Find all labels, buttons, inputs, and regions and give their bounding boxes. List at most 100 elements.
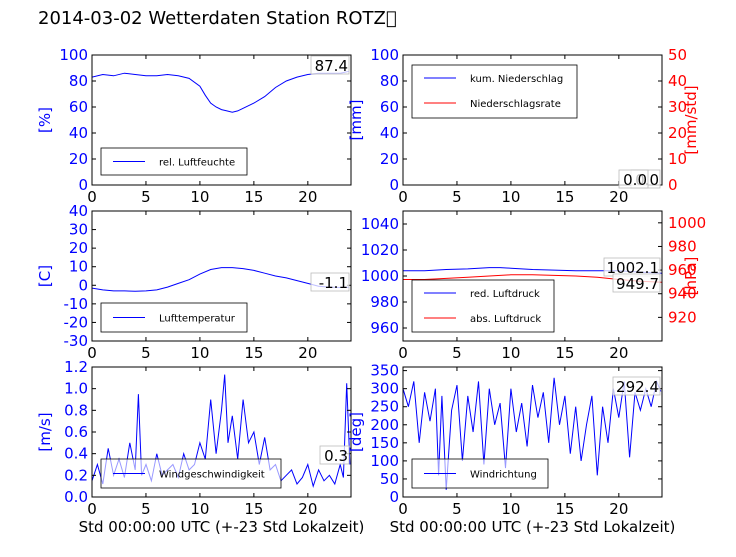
y-tick-label: 0.4	[64, 445, 88, 463]
plot-frame	[91, 210, 352, 342]
x-tick-label: 20	[609, 188, 628, 206]
chart-precip: 0 5 10 15 20 0 20 40 60 80 100 0 10 20 30 40 50 [mm] [mm/s…	[347, 46, 700, 206]
y-tick-label: -10	[64, 295, 89, 313]
y-tick-label: 200	[370, 416, 399, 434]
y-tick-label: 1020	[361, 241, 399, 259]
legend-label: abs. Luftdruck	[470, 314, 541, 325]
y-tick-label: -30	[64, 332, 89, 350]
x-tick-label: 0	[398, 344, 408, 362]
plot-frame	[402, 54, 663, 186]
series-line-Windrichtung	[403, 377, 662, 490]
y-tick-label: 40	[69, 124, 88, 142]
x-tick-label: 5	[141, 500, 151, 518]
y-tick-label: 40	[69, 202, 88, 220]
x-tick-label: 15	[244, 500, 263, 518]
series-line-Windgeschwindigkeit	[92, 374, 351, 488]
x-axis-label: Std 00:00:00 UTC (+-23 Std Lokalzeit)	[79, 518, 365, 536]
legend-label: Windgeschwindigkeit	[159, 470, 265, 481]
y-tick-label: 50	[380, 470, 399, 488]
page-title: 2014-03-02 Wetterdaten Station ROTZ 	[38, 8, 397, 29]
x-tick-label: 20	[298, 500, 317, 518]
y-tick-label: 20	[380, 150, 399, 168]
y-tick-label-right: 10	[668, 150, 687, 168]
value-label-box	[310, 55, 350, 75]
x-tick-label: 10	[190, 188, 209, 206]
y-tick-label: 300	[370, 380, 399, 398]
x-tick-label: 5	[452, 500, 462, 518]
x-tick-label: 5	[452, 188, 462, 206]
y-tick-label-right: 1000	[668, 214, 706, 232]
y-tick-label: 0	[389, 488, 399, 506]
value-label: 949.7	[616, 275, 659, 293]
chart-temperature: 0 5 10 15 20-30-20-10010203040[C]Lufttempera…	[36, 202, 352, 362]
y-tick-label: 0.0	[64, 488, 88, 506]
x-axis-label: Std 00:00:00 UTC (+-23 Std Lokalzeit)	[390, 518, 676, 536]
legend-label: kum. Niederschlag	[470, 74, 563, 85]
legend: red. Luftdruck abs. Luftdruck	[411, 279, 555, 333]
x-tick-label: 10	[190, 500, 209, 518]
y-tick-label-right: 920	[668, 308, 697, 326]
y-tick-label-right: 20	[668, 124, 687, 142]
y-tick-label: 960	[370, 319, 399, 337]
y-tick-label: 0.8	[64, 401, 88, 419]
x-tick-label: 15	[555, 344, 574, 362]
value-label: 0.3	[324, 447, 348, 465]
series-line-rel. Luftfeuchte	[92, 70, 349, 113]
y-tick-label: 1040	[361, 215, 399, 233]
x-tick-label: 20	[609, 344, 628, 362]
y-axis-label: [mm]	[347, 100, 365, 141]
y-tick-label: 0	[78, 276, 88, 294]
x-tick-label: 0	[87, 188, 97, 206]
y-tick-label: 20	[69, 150, 88, 168]
y-axis-label: [m/s]	[36, 412, 54, 451]
y-tick-label: 10	[69, 258, 88, 276]
y-tick-label: 60	[380, 98, 399, 116]
y-tick-label-right: 940	[668, 285, 697, 303]
y-tick-label: 0.2	[64, 466, 88, 484]
y-tick-label: 980	[370, 293, 399, 311]
legend: kum. Niederschlag Niederschlagsrate	[411, 64, 578, 119]
x-tick-label: 20	[298, 188, 317, 206]
y-tick-label-right: 960	[668, 261, 697, 279]
value-label-box	[310, 272, 350, 292]
x-tick-label: 10	[501, 500, 520, 518]
y-tick-label-right: 50	[668, 46, 687, 64]
value-label: 292.4	[616, 378, 659, 396]
y-axis-label: [deg]	[347, 412, 365, 452]
legend-label: rel. Luftfeuchte	[159, 158, 235, 169]
legend-frame	[411, 279, 555, 333]
x-tick-label: 15	[555, 500, 574, 518]
x-tick-label: 5	[452, 344, 462, 362]
legend: Lufttemperatur	[100, 302, 248, 333]
x-tick-label: 0	[87, 344, 97, 362]
x-tick-label: 20	[609, 500, 628, 518]
y-tick-label: 100	[370, 46, 399, 64]
legend-label: Lufttemperatur	[159, 314, 236, 325]
y-tick-label-right: 40	[668, 72, 687, 90]
x-tick-label: 15	[244, 344, 263, 362]
y-tick-label: 0	[78, 176, 88, 194]
x-tick-label: 5	[141, 344, 151, 362]
series-line-Lufttemperatur	[92, 267, 349, 292]
legend-label: red. Luftdruck	[470, 289, 540, 300]
y-tick-label: 100	[59, 46, 88, 64]
y-axis-label: [C]	[36, 265, 54, 287]
legend-label: Niederschlagsrate	[470, 99, 561, 110]
y-tick-label: 350	[370, 362, 399, 380]
y-tick-label: 1.2	[64, 358, 88, 376]
y-tick-label: 80	[380, 72, 399, 90]
y-tick-label: 0.6	[64, 423, 88, 441]
x-tick-label: 15	[555, 188, 574, 206]
y-tick-label: 250	[370, 398, 399, 416]
legend: rel. Luftfeuchte	[100, 147, 248, 176]
y-tick-label: -20	[64, 313, 89, 331]
chart-humidity: 0 5 10 15 20 0 20 40 60 80 100 [%] rel. Luftfeuchte 8…	[36, 46, 352, 206]
x-tick-label: 20	[298, 344, 317, 362]
y-axis-label-right: [hPa]	[682, 257, 700, 296]
plot-frame	[402, 366, 663, 498]
y-tick-label-right: 980	[668, 237, 697, 255]
y-tick-label: 60	[69, 98, 88, 116]
value-label-box	[319, 445, 350, 465]
